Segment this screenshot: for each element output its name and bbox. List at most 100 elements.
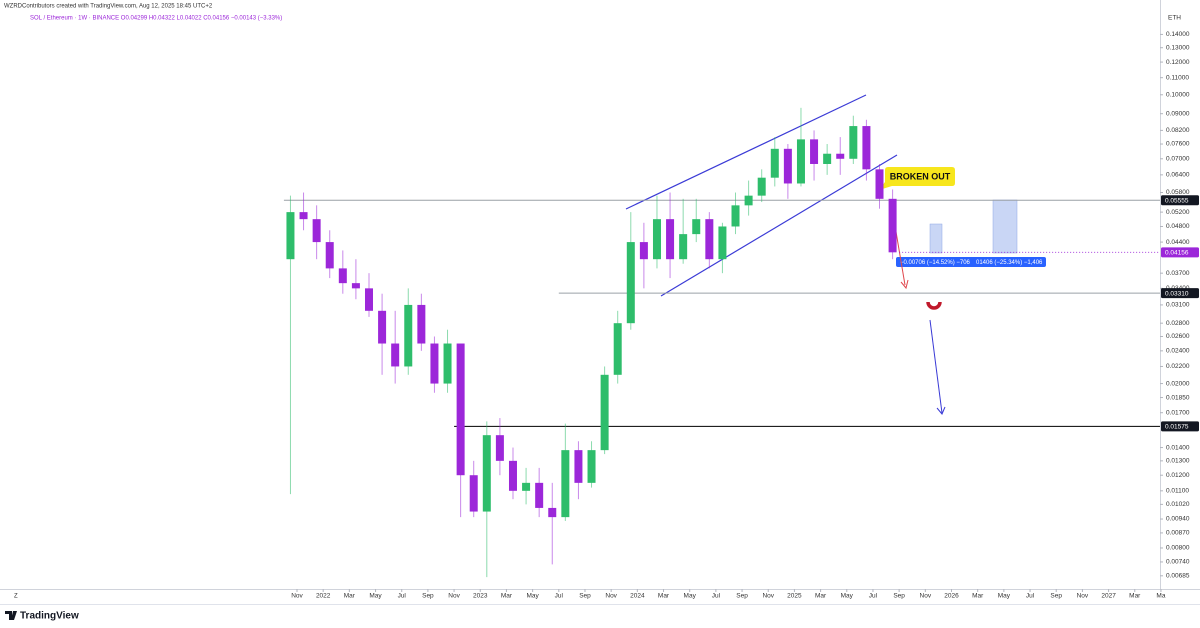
candle-body	[430, 343, 439, 384]
x-tick-label: Mar	[658, 593, 670, 600]
y-tick-label: 0.02400	[1166, 348, 1190, 355]
y-tick-label: 0.06400	[1166, 172, 1190, 179]
author-line: WZRDContributors created with TradingVie…	[4, 4, 213, 10]
candle-body	[587, 450, 596, 483]
candle-body	[770, 148, 779, 178]
measure-label: 01406 (−25.34%) −1,406	[976, 260, 1043, 266]
x-tick-label: May	[526, 593, 539, 600]
x-tick-label: Sep	[579, 593, 591, 600]
candle-body	[574, 450, 583, 483]
x-tick-label: Mar	[972, 593, 984, 600]
x-tick-label: Jul	[712, 593, 721, 600]
timezone-label[interactable]: Z	[14, 594, 18, 600]
y-tick-label: 0.12000	[1166, 59, 1190, 66]
y-tick-label: 0.00685	[1166, 573, 1190, 580]
candle-body	[744, 195, 753, 206]
x-tick-label: 2025	[787, 593, 802, 600]
candle-body	[469, 475, 478, 512]
candle-body	[626, 242, 635, 324]
measure-label-bg	[896, 257, 1046, 267]
candle-body	[888, 198, 897, 253]
y-tick-label: 0.05800	[1166, 189, 1190, 196]
x-tick-label: Mar	[815, 593, 827, 600]
candle-body	[522, 482, 531, 491]
logo-text[interactable]: TradingView	[20, 611, 79, 622]
candle-body	[535, 482, 544, 508]
x-tick-label: Jul	[1026, 593, 1035, 600]
candle-body	[482, 435, 491, 512]
y-tick-label: 0.14000	[1166, 31, 1190, 38]
y-tick-label: 0.02800	[1166, 320, 1190, 327]
y-tick-label: 0.13000	[1166, 44, 1190, 51]
y-tick-label: 0.02600	[1166, 333, 1190, 340]
candle-body	[810, 139, 819, 164]
measure-box[interactable]	[929, 223, 943, 254]
candle-body	[849, 126, 858, 159]
y-tick-label: 0.07000	[1166, 156, 1190, 163]
y-tick-label: 0.09000	[1166, 110, 1190, 117]
candle-body	[731, 205, 740, 227]
y-tick-label: 0.01200	[1166, 472, 1190, 479]
y-tick-label: 0.08200	[1166, 127, 1190, 134]
y-tick-label: 0.00740	[1166, 559, 1190, 566]
y-tick-label: 0.02000	[1166, 380, 1190, 387]
x-tick-label: Sep	[893, 593, 905, 600]
measure-box[interactable]	[992, 199, 1018, 254]
y-tick-label: 0.07600	[1166, 141, 1190, 148]
candle-body	[391, 343, 400, 367]
candle-body	[456, 343, 465, 476]
callout-text: BROKEN OUT	[890, 171, 951, 181]
candle-body	[679, 234, 688, 260]
y-tick-label: 0.10000	[1166, 92, 1190, 99]
measure-label: −0.00706 (−14.52%) −706	[900, 260, 971, 266]
callout-bg[interactable]	[879, 167, 955, 190]
candle-body	[404, 304, 413, 367]
x-tick-label: Sep	[1050, 593, 1062, 600]
candle-body	[875, 169, 884, 199]
x-tick-label: May	[841, 593, 854, 600]
x-tick-label: Ma	[1156, 593, 1165, 600]
channel-lower[interactable]	[660, 154, 898, 297]
y-tick-label: 0.01700	[1166, 409, 1190, 416]
x-tick-label: Jul	[555, 593, 564, 600]
x-tick-label: 2022	[316, 593, 331, 600]
candle-body	[757, 177, 766, 196]
candle-body	[286, 212, 295, 260]
price-tag-label: 0.01575	[1165, 424, 1189, 431]
candle-body	[299, 212, 308, 220]
y-tick-label: 0.01850	[1166, 394, 1190, 401]
candle-body	[718, 226, 727, 260]
price-tag	[1161, 195, 1199, 206]
candle-body	[417, 304, 426, 344]
x-tick-label: Sep	[736, 593, 748, 600]
x-tick-label: 2024	[630, 593, 645, 600]
candle-body	[338, 268, 347, 284]
x-tick-label: Nov	[448, 593, 460, 600]
price-tag-label: 0.03310	[1165, 290, 1189, 297]
arrow-head	[900, 279, 909, 290]
unit-label: ETH	[1168, 15, 1181, 22]
candle-body	[548, 507, 557, 518]
y-tick-label: 0.01400	[1166, 444, 1190, 451]
candle-body	[364, 288, 373, 311]
candle-body	[796, 139, 805, 184]
x-tick-label: Nov	[920, 593, 932, 600]
channel-upper[interactable]	[625, 94, 867, 210]
y-tick-label: 0.00870	[1166, 530, 1190, 537]
candle-body	[666, 219, 675, 260]
y-tick-label: 0.00940	[1166, 516, 1190, 523]
x-tick-label: May	[684, 593, 697, 600]
symbol-line[interactable]: SOL / Ethereum · 1W · BINANCE O0.04299 H…	[30, 16, 282, 22]
logo-icon	[5, 611, 17, 620]
candle-body	[862, 126, 871, 170]
candle-body	[561, 450, 570, 518]
price-tag-label: 0.04156	[1165, 250, 1189, 257]
arrow[interactable]	[929, 319, 943, 414]
x-tick-label: Jul	[398, 593, 407, 600]
y-tick-label: 0.01100	[1166, 488, 1189, 495]
y-tick-label: 0.03100	[1166, 302, 1190, 309]
candle-body	[836, 153, 845, 159]
candle-body	[325, 242, 334, 269]
x-tick-label: 2023	[473, 593, 488, 600]
candle-body	[495, 435, 504, 461]
